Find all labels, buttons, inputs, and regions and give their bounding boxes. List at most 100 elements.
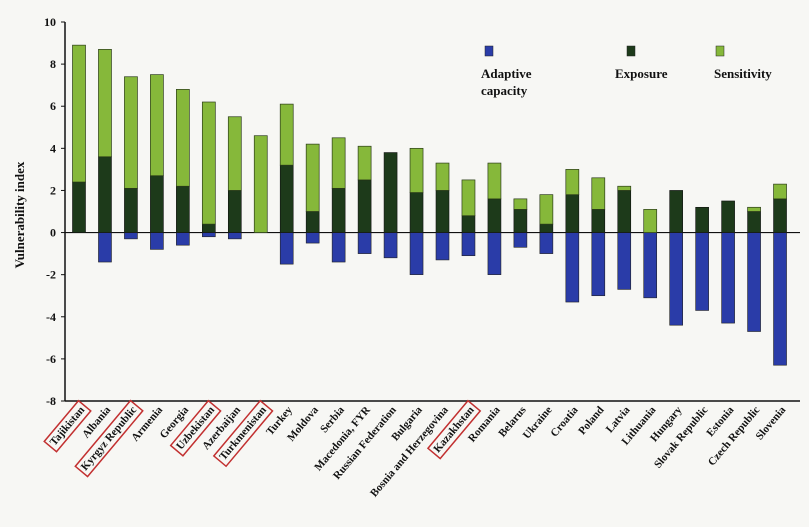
bar-adaptive-capacity: [747, 232, 761, 332]
y-tick-label: 10: [44, 15, 56, 29]
legend-swatch: [715, 45, 725, 57]
bar-sensitivity: [98, 49, 112, 158]
bar-sensitivity: [150, 74, 164, 177]
bar-adaptive-capacity: [773, 232, 787, 366]
bar-adaptive-capacity: [124, 232, 138, 240]
bar-exposure: [72, 181, 86, 233]
bar-exposure: [669, 190, 683, 233]
y-tick-label: 0: [50, 226, 56, 240]
highlight-box: [212, 399, 274, 468]
bar-adaptive-capacity: [305, 232, 320, 244]
bar-exposure: [513, 209, 528, 233]
legend-label: Exposure: [615, 66, 668, 81]
bar-sensitivity: [773, 183, 787, 200]
bar-adaptive-capacity: [279, 232, 294, 265]
bar-exposure: [150, 175, 164, 233]
bar-exposure: [202, 223, 216, 233]
bar-adaptive-capacity: [487, 232, 502, 275]
bar-adaptive-capacity: [591, 232, 606, 297]
bar-sensitivity: [331, 137, 346, 189]
legend-swatch: [626, 45, 636, 57]
bar-exposure: [565, 194, 580, 233]
bar-exposure: [176, 185, 190, 233]
bar-adaptive-capacity: [150, 232, 164, 250]
category-label-group: Poland: [576, 404, 606, 437]
y-tick-label: 2: [50, 183, 56, 197]
bar-adaptive-capacity: [565, 232, 580, 303]
bar-exposure: [331, 188, 346, 233]
y-tick-label: 4: [50, 141, 56, 155]
bar-sensitivity: [253, 135, 268, 233]
bar-exposure: [591, 209, 606, 233]
bar-sensitivity: [591, 177, 606, 210]
bar-sensitivity: [435, 162, 450, 191]
bar-exposure: [435, 190, 450, 233]
y-tick-label: -8: [46, 394, 56, 408]
bar-adaptive-capacity: [721, 232, 735, 324]
bar-adaptive-capacity: [617, 232, 632, 290]
bar-sensitivity: [461, 179, 476, 217]
category-label: Croatia: [548, 404, 581, 440]
bar-adaptive-capacity: [176, 232, 190, 246]
bar-sensitivity: [305, 143, 320, 212]
y-tick-label: -2: [46, 268, 56, 282]
bar-exposure: [721, 200, 735, 233]
bar-adaptive-capacity: [669, 232, 683, 326]
y-tick-label: -4: [46, 310, 56, 324]
bar-exposure: [617, 190, 632, 233]
y-tick-label: 8: [50, 57, 56, 71]
category-label: Turkmenistan: [217, 404, 269, 462]
bar-exposure: [773, 198, 787, 233]
bar-adaptive-capacity: [227, 232, 242, 240]
legend-label: Adaptive: [481, 66, 532, 81]
category-label-group: Croatia: [548, 404, 581, 440]
bar-sensitivity: [409, 147, 424, 193]
bar-adaptive-capacity: [409, 232, 424, 275]
highlight-box: [169, 399, 222, 457]
bar-sensitivity: [617, 185, 632, 191]
highlight-box: [74, 399, 144, 478]
bar-adaptive-capacity: [695, 232, 709, 311]
bar-sensitivity: [643, 209, 658, 233]
bar-exposure: [695, 206, 709, 233]
bar-adaptive-capacity: [383, 232, 398, 259]
bar-sensitivity: [176, 89, 190, 187]
bar-exposure: [124, 188, 138, 233]
category-label: Tajikistan: [48, 404, 88, 448]
bar-adaptive-capacity: [98, 232, 112, 263]
highlight-box: [43, 399, 92, 453]
category-label: Poland: [576, 404, 606, 437]
y-axis-label: Vulnerability index: [12, 161, 27, 268]
bar-sensitivity: [513, 198, 528, 210]
bar-adaptive-capacity: [202, 232, 216, 238]
bar-exposure: [227, 190, 242, 233]
bar-sensitivity: [72, 44, 86, 183]
bar-exposure: [305, 211, 320, 233]
bar-exposure: [461, 215, 476, 233]
bar-sensitivity: [487, 162, 502, 200]
bar-adaptive-capacity: [357, 232, 372, 254]
y-tick-labels: -8 -6 -4 -2 0 2 4 6 8 10: [44, 15, 56, 408]
category-label-group: Tajikistan: [43, 399, 92, 453]
bar-exposure: [539, 223, 554, 233]
bar-exposure: [487, 198, 502, 233]
bar-exposure: [98, 156, 112, 233]
axes: [61, 21, 800, 402]
bar-adaptive-capacity: [461, 232, 476, 257]
bar-exposure: [279, 164, 294, 233]
bar-sensitivity: [279, 103, 294, 166]
bar-sensitivity: [227, 116, 242, 191]
legend: Adaptive capacity Exposure Sensitivity: [481, 45, 772, 98]
bar-adaptive-capacity: [539, 232, 554, 254]
bar-sensitivity: [565, 169, 580, 196]
legend-swatch: [484, 45, 494, 57]
bar-adaptive-capacity: [331, 232, 346, 263]
bar-exposure: [747, 211, 761, 233]
bar-exposure: [383, 152, 398, 233]
bar-adaptive-capacity: [513, 232, 528, 248]
bar-adaptive-capacity: [643, 232, 658, 299]
legend-label-line2: capacity: [481, 83, 528, 98]
bar-sensitivity: [357, 145, 372, 181]
